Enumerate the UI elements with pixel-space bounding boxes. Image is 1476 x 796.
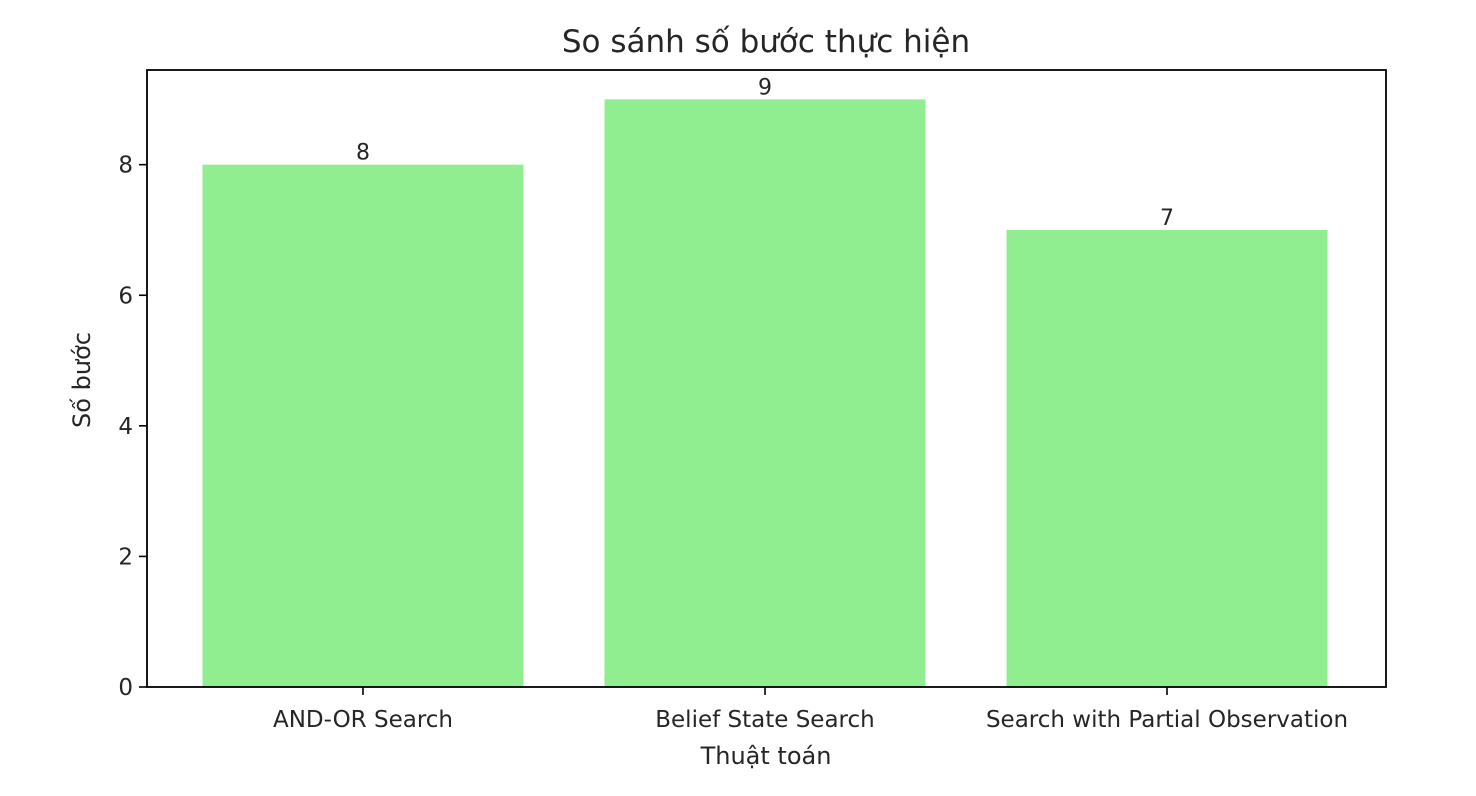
x-tick-label: Belief State Search — [655, 707, 874, 733]
bars-layer: 8 9 7 — [202, 75, 1328, 688]
y-axis: 0 2 4 6 8 — [118, 153, 147, 701]
plot-frame — [146, 69, 1387, 688]
bar-1 — [202, 164, 524, 688]
bar-3 — [1006, 229, 1328, 688]
y-axis-label: Số bước — [68, 332, 96, 428]
y-tick-label: 0 — [118, 675, 133, 701]
x-axis: AND-OR Search Belief State Search Search w… — [273, 687, 1348, 733]
bar-2 — [604, 99, 926, 687]
bar-value-label: 9 — [758, 75, 772, 100]
chart-title: So sánh số bước thực hiện — [562, 24, 970, 60]
y-tick-label: 6 — [118, 283, 133, 309]
x-axis-label: Thuật toán — [700, 742, 832, 770]
x-tick-label: AND-OR Search — [273, 707, 453, 733]
y-tick-label: 2 — [118, 544, 133, 570]
bar-value-label: 8 — [356, 141, 370, 166]
x-tick-label: Search with Partial Observation — [986, 707, 1348, 733]
y-tick-label: 4 — [118, 414, 133, 440]
y-tick-label: 8 — [118, 153, 133, 179]
bar-value-label: 7 — [1160, 206, 1174, 231]
